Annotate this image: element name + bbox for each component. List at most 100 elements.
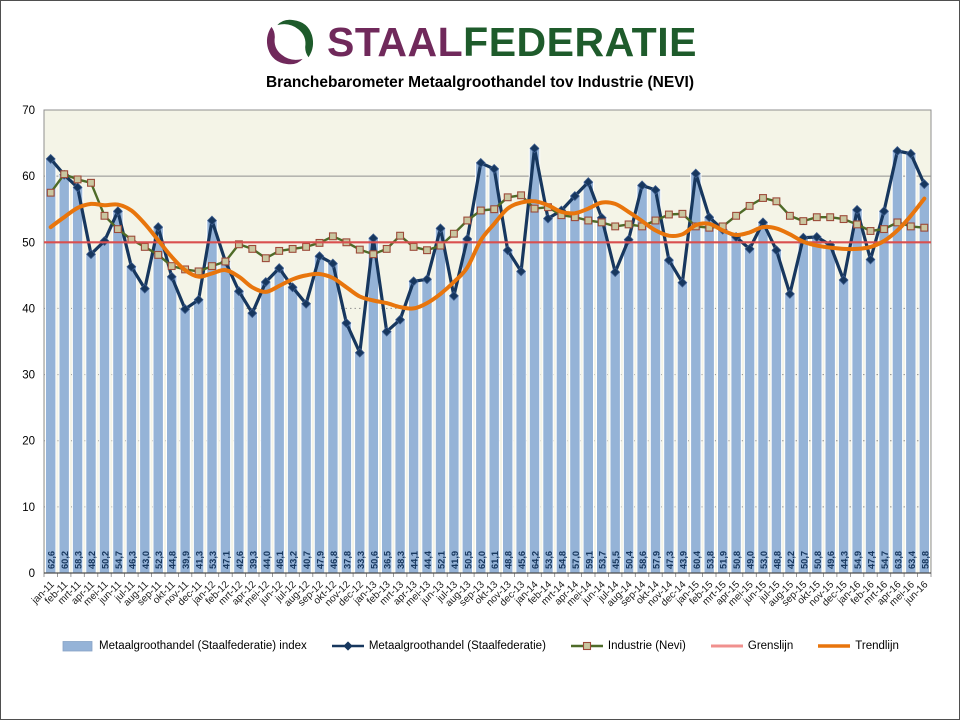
svg-text:52,1: 52,1: [437, 551, 447, 569]
svg-text:48,2: 48,2: [87, 551, 97, 569]
grenslijn-swatch-icon: [710, 644, 743, 648]
svg-text:38,3: 38,3: [396, 551, 406, 569]
svg-text:63,8: 63,8: [893, 551, 903, 569]
svg-text:58,6: 58,6: [638, 551, 648, 569]
svg-text:54,7: 54,7: [880, 551, 890, 569]
svg-text:42,2: 42,2: [786, 551, 796, 569]
legend-item-grenslijn: Grenslijn: [710, 639, 793, 653]
svg-text:54,7: 54,7: [114, 551, 124, 569]
diamond-markers: [45, 143, 930, 358]
svg-text:10: 10: [22, 502, 35, 514]
svg-text:61,1: 61,1: [490, 551, 500, 569]
svg-text:53,0: 53,0: [759, 551, 769, 569]
svg-text:60,4: 60,4: [692, 550, 702, 569]
logo-wordmark: STAALFEDERATIE: [327, 18, 697, 65]
svg-text:49,6: 49,6: [826, 551, 836, 569]
svg-text:48,8: 48,8: [772, 551, 782, 569]
legend-item-trendlijn: Trendlijn: [817, 639, 899, 653]
svg-text:49,0: 49,0: [746, 551, 756, 569]
svg-text:57,0: 57,0: [571, 551, 581, 569]
svg-text:50,4: 50,4: [625, 550, 635, 569]
svg-text:39,3: 39,3: [248, 551, 258, 569]
svg-text:53,6: 53,6: [544, 551, 554, 569]
svg-text:47,1: 47,1: [221, 551, 231, 569]
svg-text:46,8: 46,8: [329, 551, 339, 569]
svg-text:44,3: 44,3: [840, 551, 850, 569]
svg-text:36,5: 36,5: [383, 551, 393, 569]
barometer-chart: 62,6 60,2 58,3 48,2 50,2 54,7 46,3 43,0 52,3 44,8…: [22, 105, 932, 609]
svg-text:50,6: 50,6: [369, 551, 379, 569]
x-axis-ticks: [43, 573, 932, 577]
svg-text:46,1: 46,1: [275, 551, 285, 569]
svg-text:47,9: 47,9: [316, 551, 326, 569]
diamond-line-swatch-icon: [331, 641, 364, 651]
svg-text:45,6: 45,6: [517, 551, 527, 569]
svg-text:50,2: 50,2: [101, 551, 111, 569]
staalfederatie-logo-icon: [266, 19, 314, 65]
svg-text:20: 20: [22, 436, 35, 448]
trendlijn-swatch-icon: [818, 644, 851, 648]
logo-word-federatie: FEDERATIE: [463, 18, 697, 65]
svg-text:53,3: 53,3: [208, 551, 218, 569]
svg-text:58,3: 58,3: [74, 551, 84, 569]
svg-text:43,0: 43,0: [141, 551, 151, 569]
x-axis-labels: jan-11feb-11mrt-11apr-11mei-11jun-11jul-…: [29, 579, 931, 609]
svg-text:50,8: 50,8: [813, 551, 823, 569]
svg-text:42,6: 42,6: [235, 551, 245, 569]
svg-text:50: 50: [22, 237, 35, 249]
svg-text:60,2: 60,2: [60, 551, 70, 569]
logo-swoosh-purple: [266, 26, 303, 65]
svg-text:50,5: 50,5: [463, 551, 473, 569]
plot-area: [44, 110, 931, 573]
svg-text:46,3: 46,3: [127, 551, 137, 569]
bar-swatch-icon: [62, 641, 93, 652]
svg-text:44,4: 44,4: [423, 550, 433, 569]
svg-text:43,2: 43,2: [289, 551, 299, 569]
svg-text:30: 30: [22, 370, 35, 382]
svg-text:43,9: 43,9: [678, 551, 688, 569]
svg-text:57,9: 57,9: [652, 551, 662, 569]
svg-text:37,8: 37,8: [342, 551, 352, 569]
svg-text:70: 70: [22, 105, 35, 117]
svg-text:58,8: 58,8: [920, 551, 930, 569]
svg-text:59,1: 59,1: [584, 551, 594, 569]
svg-text:0: 0: [29, 568, 35, 580]
svg-text:62,0: 62,0: [477, 551, 487, 569]
svg-text:51,9: 51,9: [719, 551, 729, 569]
value-labels: 62,6 60,2 58,3 48,2 50,2 54,7 46,3 43,0 52,3 44,8…: [47, 550, 931, 569]
svg-text:40,7: 40,7: [302, 551, 312, 569]
svg-text:44,1: 44,1: [410, 551, 420, 569]
svg-text:44,0: 44,0: [262, 551, 272, 569]
svg-text:53,8: 53,8: [705, 551, 715, 569]
svg-text:48,8: 48,8: [504, 551, 514, 569]
legend-item-bars: Metaalgroothandel (Staalfederatie) index: [61, 639, 307, 653]
gridlines: [44, 175, 931, 508]
svg-text:52,3: 52,3: [154, 551, 164, 569]
svg-text:41,9: 41,9: [450, 551, 460, 569]
svg-text:54,8: 54,8: [557, 551, 567, 569]
svg-text:54,9: 54,9: [853, 551, 863, 569]
svg-text:47,3: 47,3: [665, 551, 675, 569]
logo-swoosh-green: [277, 19, 314, 58]
svg-text:44,8: 44,8: [168, 551, 178, 569]
logo: STAALFEDERATIE: [1, 13, 959, 71]
legend-label: Industrie (Nevi): [607, 640, 686, 652]
legend-label: Grenslijn: [747, 640, 794, 652]
svg-text:33,3: 33,3: [356, 551, 366, 569]
svg-text:45,5: 45,5: [611, 551, 621, 569]
legend-item-industrie: Industrie (Nevi): [570, 639, 686, 653]
legend-label: Metaalgroothandel (Staalfederatie) index: [99, 640, 307, 652]
svg-text:50,7: 50,7: [799, 551, 809, 569]
svg-text:63,4: 63,4: [907, 550, 917, 569]
svg-text:39,9: 39,9: [181, 551, 191, 569]
chart-title: Branchebarometer Metaalgroothandel tov I…: [265, 74, 695, 91]
svg-text:60: 60: [22, 171, 35, 183]
svg-text:50,8: 50,8: [732, 551, 742, 569]
svg-text:40: 40: [22, 303, 35, 315]
svg-text:62,6: 62,6: [47, 551, 57, 569]
trendlijn-path: [48, 196, 927, 311]
legend-label: Metaalgroothandel (Staalfederatie): [368, 640, 546, 652]
square-line-swatch-icon: [570, 641, 603, 651]
y-axis-labels: 0 10 20 30 40 50 60 70: [22, 105, 35, 580]
